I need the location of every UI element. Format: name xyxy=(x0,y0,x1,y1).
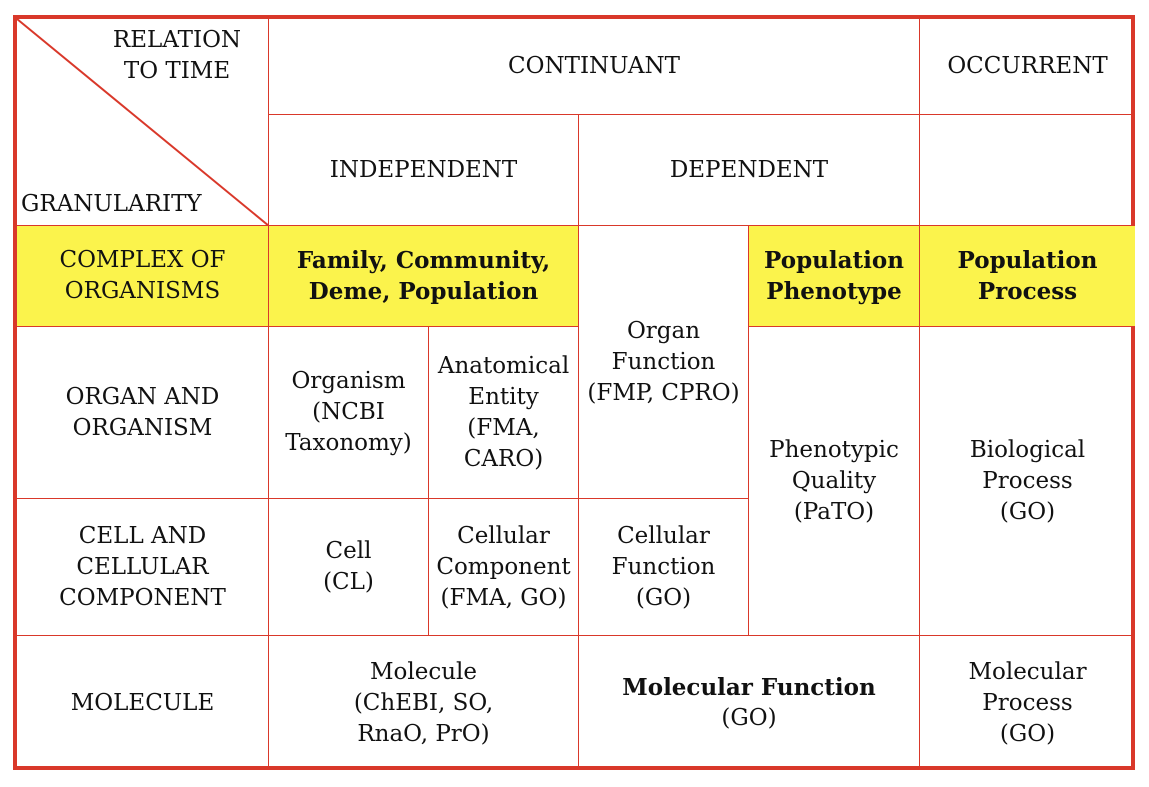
cell-cell: Cell (CL) xyxy=(269,499,429,636)
population-phenotype-cell: Population Phenotype xyxy=(749,226,920,327)
organism-cell: Organism (NCBI Taxonomy) xyxy=(269,327,429,499)
biological-process-cell: Biological Process (GO) xyxy=(920,327,1135,636)
molecular-function-title: Molecular Function xyxy=(622,674,876,701)
cellular-function-cell: Cellular Function (GO) xyxy=(579,499,749,636)
molecule-cell: Molecule (ChEBI, SO, RnaO, PrO) xyxy=(269,636,579,770)
molecular-process-cell: Molecular Process (GO) xyxy=(968,658,1087,747)
population-process-cell: Population Process xyxy=(920,226,1135,327)
row-organ-and-organism: ORGAN AND ORGANISM xyxy=(17,327,269,499)
ontology-grid: RELATION TO TIME GRANULARITY CONTINUANT … xyxy=(13,15,1135,770)
row-cell-and-cellular-component: CELL AND CELLULAR COMPONENT xyxy=(17,499,269,636)
row-molecule: MOLECULE xyxy=(17,636,269,770)
molecular-function-cell: Molecular Function (GO) xyxy=(579,636,920,770)
independent-header: INDEPENDENT xyxy=(269,115,579,226)
corner-cell: RELATION TO TIME GRANULARITY xyxy=(17,19,269,226)
occurrent-subheader-empty xyxy=(920,115,1135,226)
occurrent-header: OCCURRENT xyxy=(920,19,1135,115)
relation-to-time-label: RELATION TO TIME xyxy=(112,27,242,84)
row-complex-of-organisms: COMPLEX OF ORGANISMS xyxy=(17,226,269,327)
cellular-component-cell: Cellular Component (FMA, GO) xyxy=(429,499,579,636)
dependent-header: DEPENDENT xyxy=(579,115,920,226)
organ-function-cell: Organ Function (FMP, CPRO) xyxy=(579,226,749,499)
continuant-header: CONTINUANT xyxy=(269,19,920,115)
molecular-function-source: (GO) xyxy=(721,705,777,731)
phenotypic-quality-cell: Phenotypic Quality (PaTO) xyxy=(749,327,920,636)
family-community-cell: Family, Community, Deme, Population xyxy=(269,226,579,327)
granularity-label: GRANULARITY xyxy=(21,191,202,217)
anatomical-entity-cell: Anatomical Entity (FMA, CARO) xyxy=(429,327,579,499)
